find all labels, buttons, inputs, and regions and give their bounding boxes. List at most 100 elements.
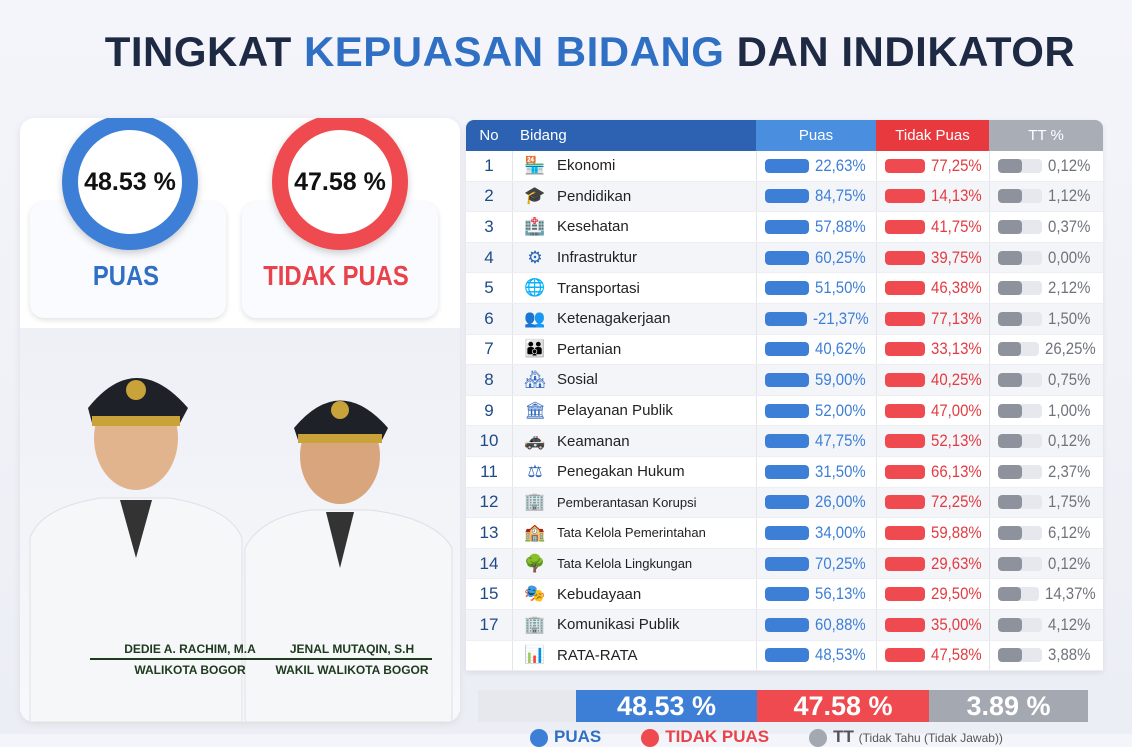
puas-bar	[765, 250, 809, 265]
bidang-name: Kesehatan	[557, 218, 629, 236]
bidang-name: Ketenagakerjaan	[557, 310, 671, 328]
tidak-puas-value: 29,50%	[931, 584, 983, 604]
tt-value: 4,12%	[1048, 614, 1091, 634]
mayor-caption: DEDIE A. RACHIM, M.A WALIKOTA BOGOR	[90, 642, 290, 677]
tt-value: 1,12%	[1048, 186, 1091, 206]
tt-value: 0,00%	[1048, 247, 1091, 267]
puas-bar	[765, 219, 809, 234]
mayor-name: DEDIE A. RACHIM, M.A	[90, 642, 290, 660]
bar-chart-icon: 📊	[524, 645, 546, 665]
title-part: TINGKAT	[104, 28, 304, 75]
totals-spacer	[478, 690, 576, 722]
tt-value: 2,37%	[1048, 461, 1091, 481]
tt-value: 0,12%	[1048, 553, 1091, 573]
officials-illustration	[29, 378, 453, 722]
graduation-cap-icon: 🎓	[524, 186, 546, 206]
puas-value: 26,00%	[815, 492, 866, 512]
legend-label: PUAS	[554, 727, 602, 746]
tidak-puas-value: 40,25%	[931, 369, 983, 389]
row-number: 1	[484, 155, 494, 175]
puas-value: 22,63%	[815, 155, 866, 175]
tidak-puas-value: 52,13%	[931, 431, 983, 451]
tidak-puas-value: 66,13%	[931, 461, 983, 481]
legend-tidak-puas: TIDAK PUAS	[641, 727, 769, 747]
row-number: 2	[484, 186, 494, 206]
table-row: 11 ⚖ Penegakan Hukum 31,50% 66,13% 2,37%	[466, 456, 1103, 488]
tidak-puas-bar	[885, 525, 926, 540]
puas-ring: 48.53 %	[62, 118, 198, 250]
building-icon: 🏛	[524, 400, 546, 420]
row-number: 3	[484, 216, 494, 236]
legend-label: TIDAK PUAS	[665, 727, 770, 746]
tidak-puas-value: 29,63%	[931, 553, 983, 573]
tt-bar	[998, 403, 1042, 418]
table-row: 15 🎭 Kebudayaan 56,13% 29,50% 14,37%	[466, 579, 1103, 610]
bidang-name: Penegakan Hukum	[557, 463, 685, 481]
table-row: 2 🎓 Pendidikan 84,75% 14,13% 1,12%	[466, 181, 1103, 213]
puas-bar	[765, 525, 809, 540]
puas-value: 48,53%	[815, 645, 866, 665]
tidak-puas-bar	[885, 434, 926, 449]
tt-bar	[998, 158, 1042, 173]
row-number: 13	[479, 522, 499, 542]
row-number: 7	[484, 339, 494, 359]
title-part: INDIKATOR	[841, 28, 1076, 75]
bidang-name: RATA-RATA	[557, 646, 638, 664]
police-icon: 🚓	[524, 431, 546, 451]
header-no: No	[466, 120, 512, 151]
totals-bar: 48.53 % 47.58 % 3.89 %	[478, 690, 1088, 722]
tt-value: 0,12%	[1048, 155, 1091, 175]
tidak-puas-value: 41,75%	[931, 216, 983, 236]
bidang-name: Ekonomi	[557, 157, 616, 175]
legend-tt: TT (Tidak Tahu (Tidak Jawab))	[809, 727, 1003, 747]
tt-bar	[998, 434, 1042, 449]
legend-note: (Tidak Tahu (Tidak Jawab))	[858, 731, 1003, 745]
puas-value: 57,88%	[815, 216, 866, 236]
total-puas: 48.53 %	[576, 690, 757, 722]
tidak-puas-value: 77,25%	[931, 155, 983, 175]
tt-bar	[998, 525, 1042, 540]
tidak-puas-value: 33,13%	[931, 339, 983, 359]
puas-label: PUAS	[92, 260, 160, 291]
table-row: 8 🏘 Sosial 59,00% 40,25% 0,75%	[466, 365, 1103, 396]
table-row: 5 🌐 Transportasi 51,50% 46,38% 2,12%	[466, 273, 1103, 304]
tidak-puas-bar	[885, 372, 926, 387]
vice-mayor-name: JENAL MUTAQIN, S.H	[272, 642, 432, 660]
table-row: 7 👪 Pertanian 40,62% 33,13% 26,25%	[466, 334, 1103, 366]
row-number: 5	[484, 278, 494, 298]
legend-label: TT	[833, 727, 854, 746]
tt-value: 14,37%	[1045, 584, 1097, 604]
tidak-puas-value: 72,25%	[931, 492, 983, 512]
table-row: 9 🏛 Pelayanan Publik 52,00% 47,00% 1,00%	[466, 395, 1103, 427]
shop-icon: 🏪	[524, 155, 546, 175]
tidak-puas-bar	[885, 556, 926, 571]
tidak-puas-label: TIDAK PUAS	[263, 260, 409, 291]
office-icon: 🏢	[524, 492, 546, 512]
table-body: 1 🏪 Ekonomi 22,63% 77,25% 0,12% 2 🎓 Pendidi…	[466, 151, 1103, 672]
tidak-puas-percent: 47.58 %	[290, 132, 390, 232]
government-icon: 🏫	[524, 522, 546, 542]
community-icon: 🏘	[524, 369, 546, 389]
row-number: 6	[484, 308, 494, 328]
tt-bar	[998, 311, 1042, 326]
tt-bar	[998, 587, 1040, 602]
people-icon: 👥	[524, 308, 546, 328]
tt-bar	[998, 189, 1042, 204]
table-row: 17 🏢 Komunikasi Publik 60,88% 35,00% 4,12…	[466, 609, 1103, 641]
row-number: 17	[479, 614, 499, 634]
tt-bar	[998, 556, 1042, 571]
bidang-name: Pelayanan Publik	[557, 402, 673, 420]
row-number: 12	[479, 492, 499, 512]
culture-icon: 🎭	[524, 584, 546, 604]
tt-bar	[998, 495, 1042, 510]
title-part: DAN	[724, 28, 842, 75]
legend: PUAS TIDAK PUAS TT (Tidak Tahu (Tidak Ja…	[530, 727, 1003, 747]
table-header: No Bidang Puas Tidak Puas TT %	[466, 120, 1103, 151]
tt-value: 1,00%	[1048, 400, 1091, 420]
mayor-role: WALIKOTA BOGOR	[134, 663, 246, 677]
puas-bar	[765, 311, 807, 326]
row-number: 9	[484, 400, 494, 420]
tt-value: 0,37%	[1048, 216, 1091, 236]
tidak-puas-bar	[885, 250, 926, 265]
tidak-puas-bar	[885, 648, 926, 663]
